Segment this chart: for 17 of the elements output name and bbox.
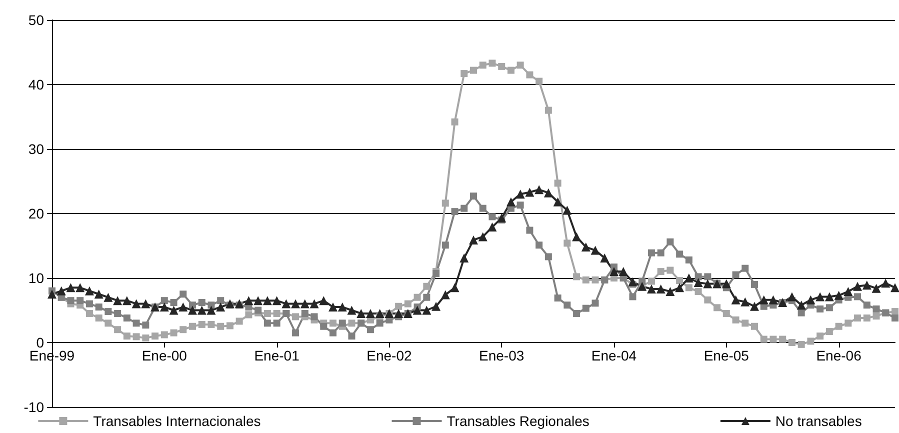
y-tick-label: 20 xyxy=(28,206,44,222)
y-tick-label: 30 xyxy=(28,141,44,157)
x-tick-label: Ene-02 xyxy=(366,348,412,364)
y-tick-label: -10 xyxy=(24,399,44,415)
y-tick-label: 10 xyxy=(28,270,44,286)
y-tick-label: 0 xyxy=(36,334,44,350)
y-tick-label: 50 xyxy=(28,12,44,28)
y-tick-label: 40 xyxy=(28,76,44,92)
x-tick-label: Ene-04 xyxy=(591,348,637,364)
x-tick-label: Ene-01 xyxy=(254,348,300,364)
x-tick-label: Ene-05 xyxy=(704,348,750,364)
legend-label: Transables Regionales xyxy=(446,413,590,429)
x-tick-label: Ene-03 xyxy=(479,348,524,364)
legend-label: Transables Internacionales xyxy=(93,413,261,429)
x-tick-label: Ene-00 xyxy=(142,348,188,364)
legend-label: No transables xyxy=(775,413,862,429)
x-tick-label: Ene-06 xyxy=(816,348,862,364)
